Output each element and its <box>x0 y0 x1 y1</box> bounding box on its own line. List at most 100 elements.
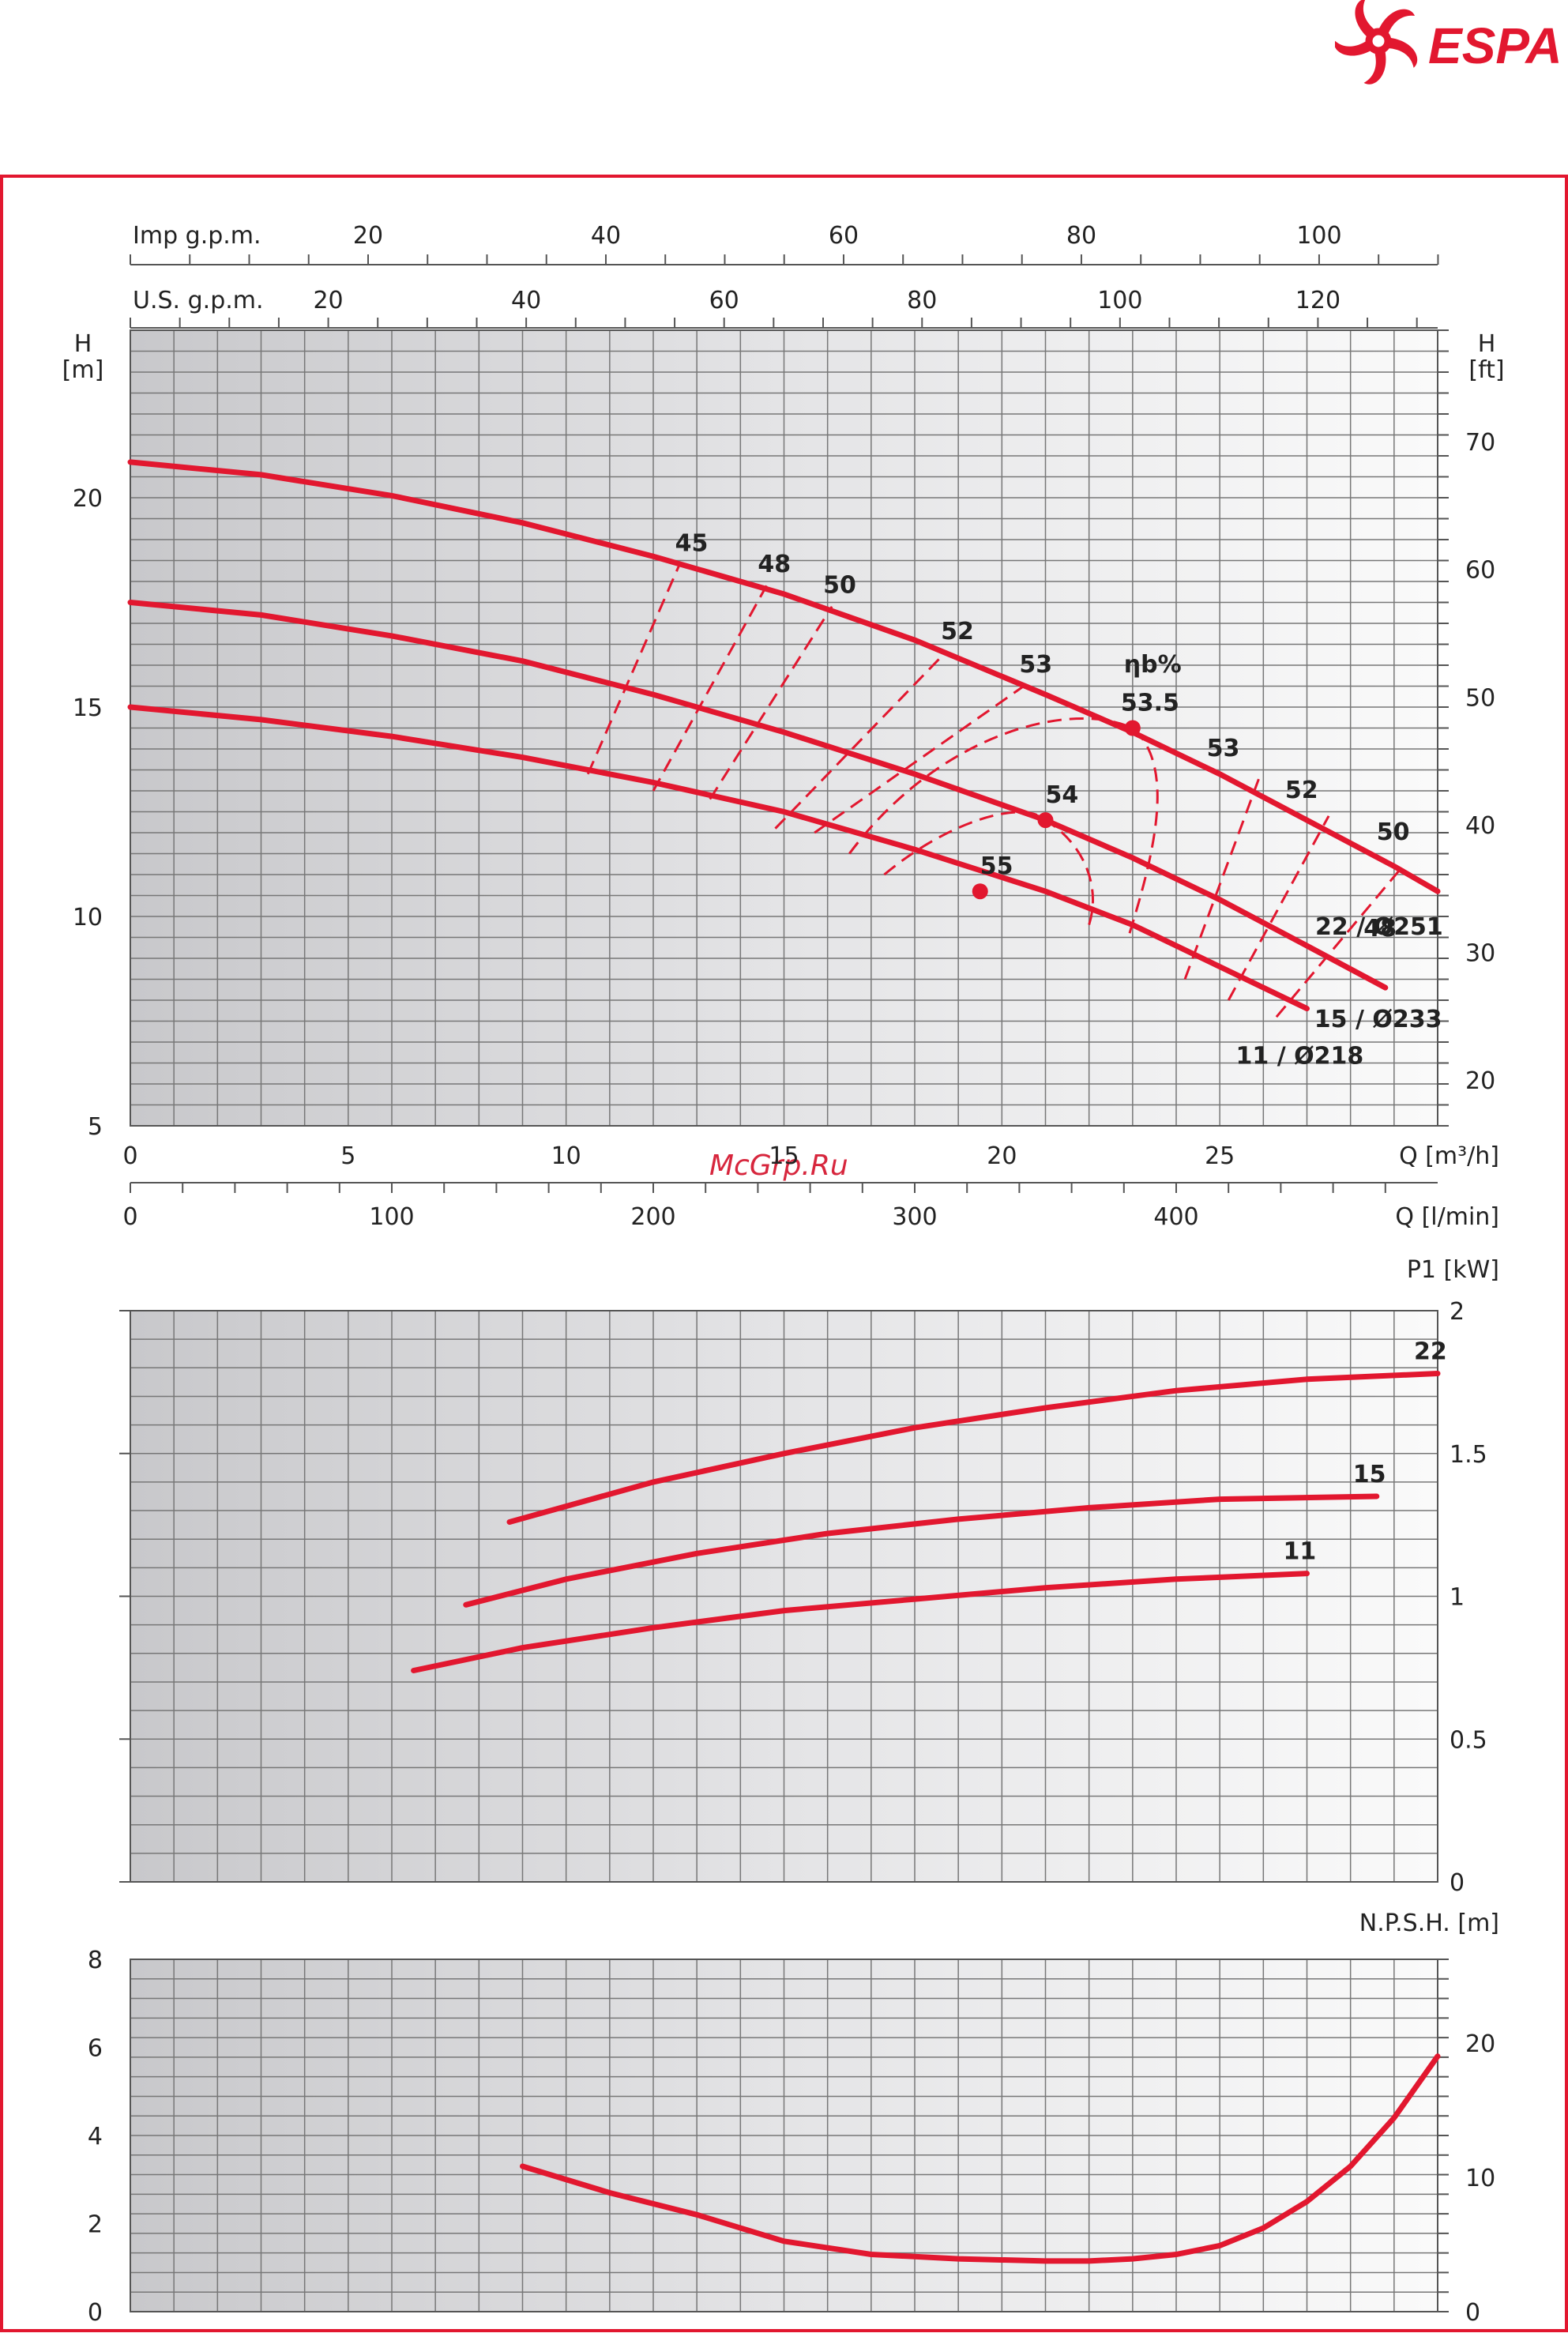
y-tick-label: 10 <box>73 904 103 931</box>
x2-tick-label: 100 <box>369 1203 414 1231</box>
curve-label: 11 / Ø218 <box>1236 1043 1364 1071</box>
y-tick-label: 1 <box>1450 1584 1465 1612</box>
y-right-tick-label: 50 <box>1465 684 1495 712</box>
x-tick-label: 15 <box>769 1142 799 1170</box>
top2-axis-title: U.S. g.p.m. <box>133 287 264 314</box>
efficiency-label: 45 <box>675 530 709 558</box>
y-axis-title: N.P.S.H. [m] <box>1359 1910 1499 1937</box>
efficiency-label: 52 <box>941 618 974 645</box>
impeller-icon <box>1335 0 1418 85</box>
y-axis-title: P1 [kW] <box>1407 1256 1499 1284</box>
brand-name: ESPA <box>1428 17 1562 74</box>
y-axis-title: H <box>74 330 92 358</box>
efficiency-loop <box>883 811 1094 926</box>
x-tick-label: 10 <box>551 1142 581 1170</box>
efficiency-label: 48 <box>1363 915 1397 943</box>
efficiency-line <box>1183 777 1261 980</box>
y-right-tick-label: 0 <box>1465 2299 1480 2327</box>
top1-tick-label: 20 <box>353 222 383 250</box>
y-right-axis-title: [ft] <box>1468 356 1504 384</box>
top2-tick-label: 40 <box>511 287 541 314</box>
efficiency-label: 53 <box>1207 735 1240 762</box>
top2-tick-label: 80 <box>907 287 937 314</box>
power-curve-11 <box>411 1571 1310 1673</box>
efficiency-label: 50 <box>823 572 856 600</box>
curve-label: 15 / Ø233 <box>1314 1006 1442 1033</box>
efficiency-loop <box>848 717 1159 938</box>
x-tick-label: 0 <box>122 1142 137 1170</box>
y-right-tick-label: 20 <box>1465 2030 1495 2058</box>
curve-label: 22 / Ø251 <box>1315 913 1443 941</box>
y-right-tick-label: 30 <box>1465 939 1495 967</box>
bep-label: 53.5 <box>1121 690 1179 717</box>
y-tick-label: 0 <box>88 2299 103 2327</box>
efficiency-label: 48 <box>758 551 791 578</box>
power-curve-label: 15 <box>1353 1461 1386 1488</box>
efficiency-line <box>652 585 768 792</box>
top2-tick-label: 120 <box>1295 287 1341 314</box>
head-curve-2 <box>127 704 1310 1012</box>
efficiency-label: 50 <box>1377 818 1410 846</box>
y-tick-label: 1.5 <box>1450 1441 1487 1469</box>
efficiency-line <box>1275 865 1404 1018</box>
efficiency-title: ηb% <box>1124 651 1182 679</box>
head-curve-0 <box>127 459 1441 894</box>
top1-tick-label: 80 <box>1066 222 1096 250</box>
y-tick-label: 8 <box>88 1947 103 1974</box>
x2-tick-label: 300 <box>892 1203 937 1231</box>
x-axis-title: Q [m³/h] <box>1399 1142 1499 1170</box>
y-tick-label: 4 <box>88 2123 103 2150</box>
efficiency-line <box>1227 815 1330 1001</box>
power-curve-15 <box>463 1493 1380 1608</box>
y-tick-label: 5 <box>88 1113 103 1141</box>
power-curve-label: 11 <box>1284 1538 1317 1566</box>
frame <box>0 175 1568 2332</box>
watermark: McGrp.Ru <box>709 1150 848 1182</box>
y-tick-label: 0 <box>1450 1869 1465 1897</box>
npsh-curve <box>520 2053 1441 2264</box>
y-right-axis-title: H <box>1478 330 1496 358</box>
bep-label: 55 <box>980 852 1013 880</box>
efficiency-line <box>586 564 681 775</box>
top2-tick-label: 60 <box>709 287 739 314</box>
bep-point <box>972 883 988 900</box>
y-tick-label: 20 <box>73 485 103 513</box>
y-right-tick-label: 60 <box>1465 557 1495 585</box>
efficiency-line <box>774 652 946 830</box>
x2-tick-label: 0 <box>122 1203 137 1231</box>
y-right-tick-label: 70 <box>1465 429 1495 457</box>
bep-point <box>1124 720 1141 736</box>
x-tick-label: 5 <box>340 1142 355 1170</box>
top1-tick-label: 100 <box>1296 222 1341 250</box>
efficiency-line <box>709 605 833 800</box>
y-axis-title: [m] <box>62 356 104 384</box>
power-chart: 0 0.5 1 1.5 2 P1 [kW] 22 15 11 <box>119 1256 1499 1897</box>
y-right-tick-label: 40 <box>1465 812 1495 840</box>
power-curve-22 <box>506 1371 1441 1525</box>
y-right-tick-label: 20 <box>1465 1067 1495 1095</box>
espa-logo: ESPA <box>1335 0 1562 85</box>
y-tick-label: 15 <box>73 694 103 722</box>
y-tick-label: 2 <box>1450 1298 1465 1326</box>
power-curve-label: 22 <box>1414 1338 1447 1366</box>
top1-tick-label: 60 <box>829 222 859 250</box>
top2-tick-label: 20 <box>313 287 343 314</box>
y-tick-label: 6 <box>88 2035 103 2063</box>
y-right-tick-label: 10 <box>1465 2165 1495 2192</box>
y-tick-label: 0.5 <box>1450 1726 1487 1754</box>
x2-tick-label: 400 <box>1153 1203 1198 1231</box>
efficiency-label: 52 <box>1285 777 1318 804</box>
npsh-chart: 0 2 4 6 8 0 10 20 N.P.S.H. [m] <box>88 1910 1499 2327</box>
bep-point <box>1037 812 1054 829</box>
x-tick-label: 25 <box>1205 1142 1235 1170</box>
x2-axis-title: Q [l/min] <box>1395 1203 1499 1231</box>
head-curve-1 <box>127 600 1389 991</box>
top1-tick-label: 40 <box>591 222 621 250</box>
top1-axis-title: Imp g.p.m. <box>133 222 261 250</box>
x-tick-label: 20 <box>987 1142 1017 1170</box>
x2-tick-label: 200 <box>630 1203 675 1231</box>
top2-tick-label: 100 <box>1097 287 1142 314</box>
y-tick-label: 2 <box>88 2211 103 2239</box>
